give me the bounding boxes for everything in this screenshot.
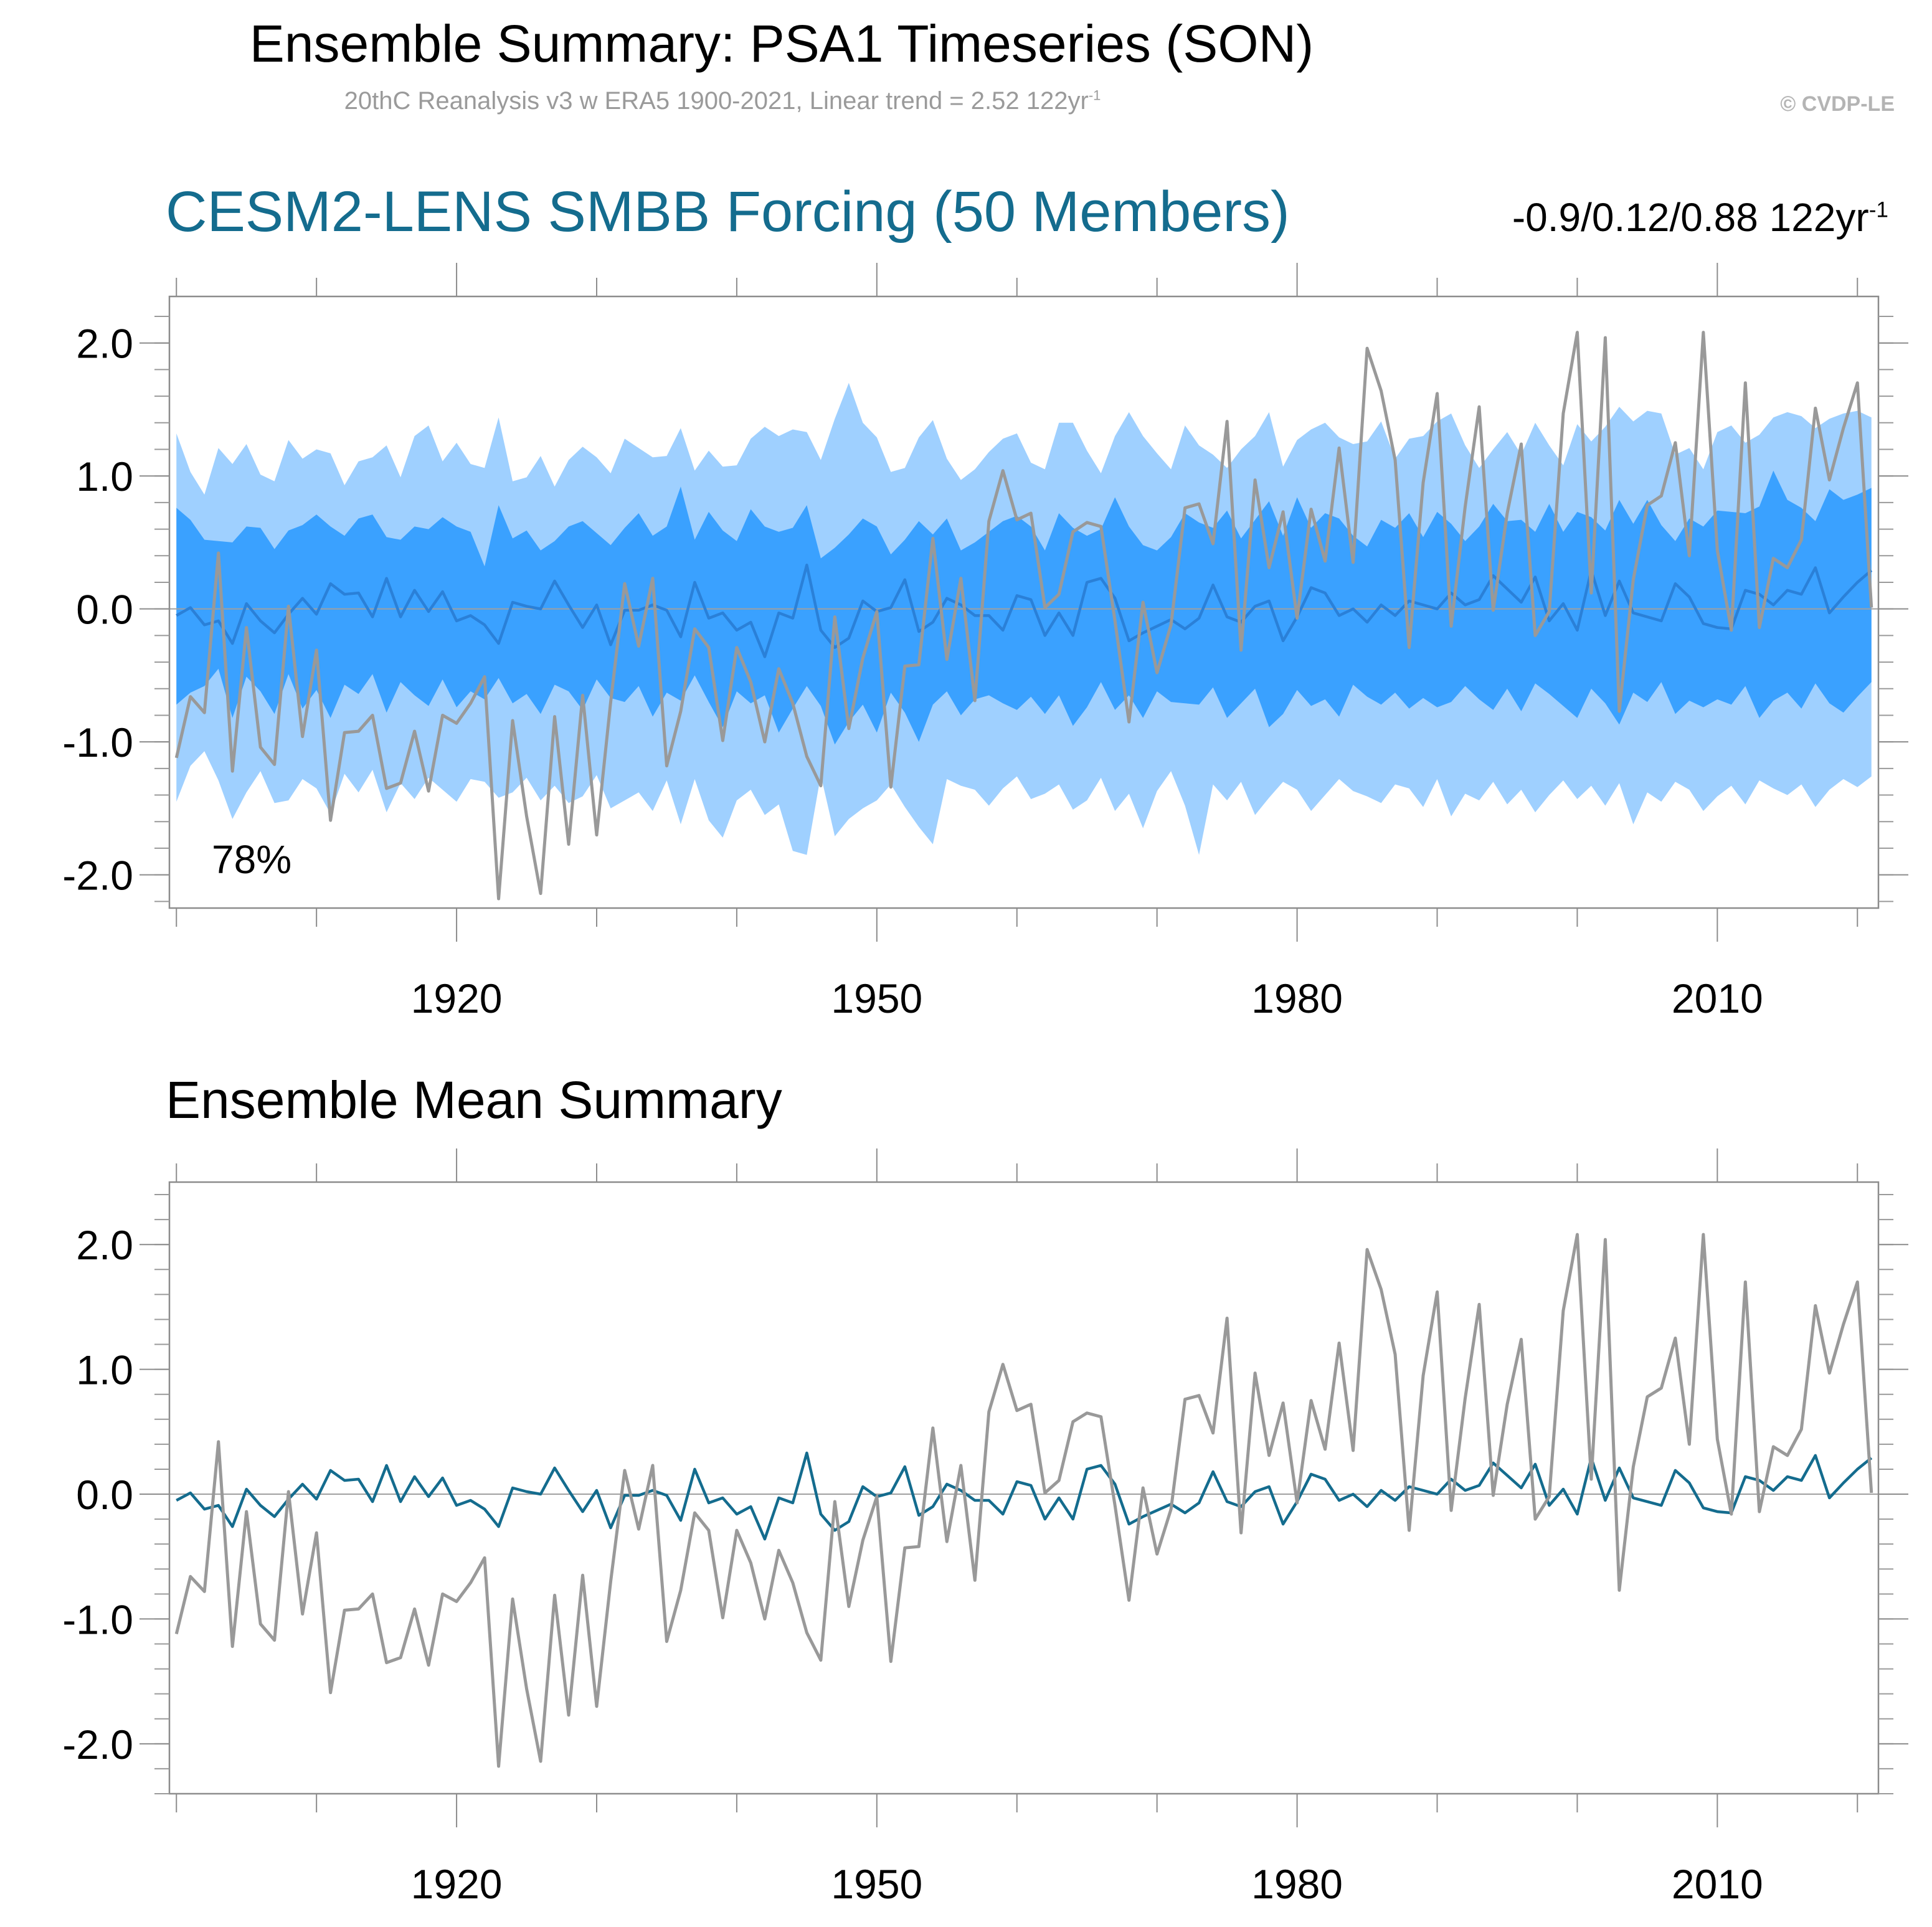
subtitle-exponent: -1 xyxy=(1088,87,1101,103)
panel2-plot: -2.0 -1.0 0.0 1.0 2.0 1920 1950 1980 2010 xyxy=(62,1148,1908,1907)
panel1-title: CESM2-LENS SMBB Forcing (50 Members) xyxy=(166,180,1290,244)
panel1-plot: -2.0 -1.0 0.0 1.0 2.0 1920 1950 1980 2010 78% xyxy=(62,263,1908,1021)
y-tick-label: -2.0 xyxy=(62,1721,133,1768)
panel2-title: Ensemble Mean Summary xyxy=(166,1071,782,1129)
inner-range-band xyxy=(176,470,1872,745)
y-tick-label: 1.0 xyxy=(76,453,133,500)
y-tick-label: 1.0 xyxy=(76,1347,133,1393)
panel1-trend-exponent: -1 xyxy=(1868,197,1888,222)
main-title: Ensemble Summary: PSA1 Timeseries (SON) xyxy=(249,14,1314,73)
y-tick-label: -2.0 xyxy=(62,853,133,899)
percent-annotation: 78% xyxy=(212,837,291,882)
y-tick-label: -1.0 xyxy=(62,1596,133,1642)
x-tick-label: 1920 xyxy=(411,975,503,1021)
x-tick-label: 1980 xyxy=(1251,975,1343,1021)
subtitle: 20thC Reanalysis v3 w ERA5 1900-2021, Li… xyxy=(0,87,1445,115)
x-tick-label: 1950 xyxy=(831,1861,922,1907)
plot-frame xyxy=(168,1181,1880,1795)
observations-line xyxy=(174,1233,1873,1768)
x-tick-label: 1920 xyxy=(411,1861,503,1907)
x-tick-label: 1980 xyxy=(1251,1861,1343,1907)
y-tick-label: 0.0 xyxy=(76,587,133,633)
panel1-trend-label: -0.9/0.12/0.88 122yr-1 xyxy=(1512,194,1888,240)
x-tick-label: 2010 xyxy=(1672,975,1763,1021)
panel1-trend-text: -0.9/0.12/0.88 122yr xyxy=(1512,195,1869,240)
y-tick-label: 2.0 xyxy=(76,1222,133,1268)
y-tick-label: -1.0 xyxy=(62,719,133,765)
plot-frame xyxy=(168,295,1880,909)
credit-label: © CVDP-LE xyxy=(1780,92,1895,116)
y-tick-label: 0.0 xyxy=(76,1472,133,1518)
subtitle-text: 20thC Reanalysis v3 w ERA5 1900-2021, Li… xyxy=(344,87,1089,115)
observations-line xyxy=(174,331,1873,901)
x-tick-label: 2010 xyxy=(1672,1861,1763,1907)
x-tick-label: 1950 xyxy=(831,975,922,1021)
ensemble-mean-line xyxy=(176,563,1873,658)
y-tick-label: 2.0 xyxy=(76,321,133,367)
ensemble-mean-line xyxy=(176,1451,1873,1541)
